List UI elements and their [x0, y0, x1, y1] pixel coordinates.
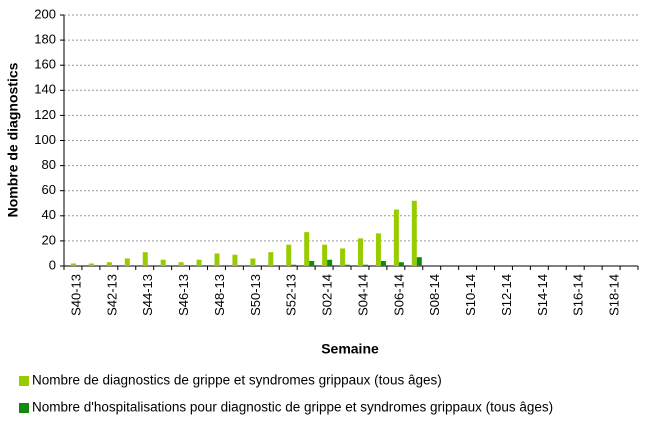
- bar: [393, 209, 399, 266]
- bar: [214, 253, 220, 266]
- bar: [340, 248, 346, 266]
- bar: [106, 262, 112, 266]
- bar: [268, 252, 274, 266]
- x-tick-label: S40-13: [68, 274, 83, 316]
- legend-label: Nombre d'hospitalisations pour diagnosti…: [32, 400, 553, 415]
- bar: [375, 233, 381, 266]
- bar: [380, 260, 386, 266]
- bar: [398, 262, 404, 266]
- y-tick-label: 100: [34, 132, 56, 147]
- y-tick-label: 200: [34, 6, 56, 21]
- x-tick-label: S08-14: [427, 274, 442, 316]
- x-tick-label: S52-13: [284, 274, 299, 316]
- y-tick-label: 160: [34, 57, 56, 72]
- bar: [286, 244, 292, 266]
- x-tick-label: S42-13: [104, 274, 119, 316]
- y-tick-label: 80: [42, 157, 56, 172]
- y-tick-label: 20: [42, 232, 56, 247]
- y-tick-label: 180: [34, 32, 56, 47]
- bar: [71, 263, 76, 266]
- y-tick-label: 40: [42, 207, 56, 222]
- x-tick-label: S10-14: [463, 274, 478, 316]
- bar: [416, 257, 422, 266]
- legend-swatch: [19, 376, 29, 386]
- y-tick-label: 0: [49, 257, 56, 272]
- bar: [322, 244, 328, 266]
- bar: [363, 264, 368, 266]
- bar: [196, 259, 202, 266]
- bar: [358, 238, 363, 266]
- bar: [160, 259, 166, 266]
- bar: [124, 258, 130, 266]
- legend-swatch: [19, 403, 29, 413]
- x-tick-label: S12-14: [499, 274, 514, 316]
- bar: [178, 262, 184, 266]
- x-axis-title: Semaine: [321, 341, 379, 357]
- x-tick-label: S04-14: [355, 274, 370, 316]
- x-tick-label: S14-14: [535, 274, 550, 316]
- x-tick-label: S50-13: [248, 274, 263, 316]
- x-tick-label: S06-14: [391, 274, 406, 316]
- bar: [345, 264, 351, 266]
- y-tick-label: 60: [42, 182, 56, 197]
- bar: [88, 263, 94, 266]
- bar: [411, 200, 417, 266]
- bar: [304, 232, 310, 266]
- x-tick-label: S44-13: [140, 274, 155, 316]
- bar: [327, 259, 333, 266]
- bar: [142, 252, 148, 266]
- bar: [291, 264, 297, 266]
- x-tick-label: S02-14: [320, 274, 335, 316]
- bar: [232, 254, 238, 266]
- x-tick-label: S48-13: [212, 274, 227, 316]
- x-tick-label: S16-14: [571, 274, 586, 316]
- x-tick-label: S18-14: [607, 274, 622, 316]
- bar: [250, 258, 256, 266]
- legend-label: Nombre de diagnostics de grippe et syndr…: [32, 373, 442, 388]
- bar: [309, 260, 315, 266]
- y-tick-label: 140: [34, 82, 56, 97]
- x-tick-label: S46-13: [176, 274, 191, 316]
- y-tick-label: 120: [34, 107, 56, 122]
- y-axis-title: Nombre de diagnostics: [5, 62, 21, 217]
